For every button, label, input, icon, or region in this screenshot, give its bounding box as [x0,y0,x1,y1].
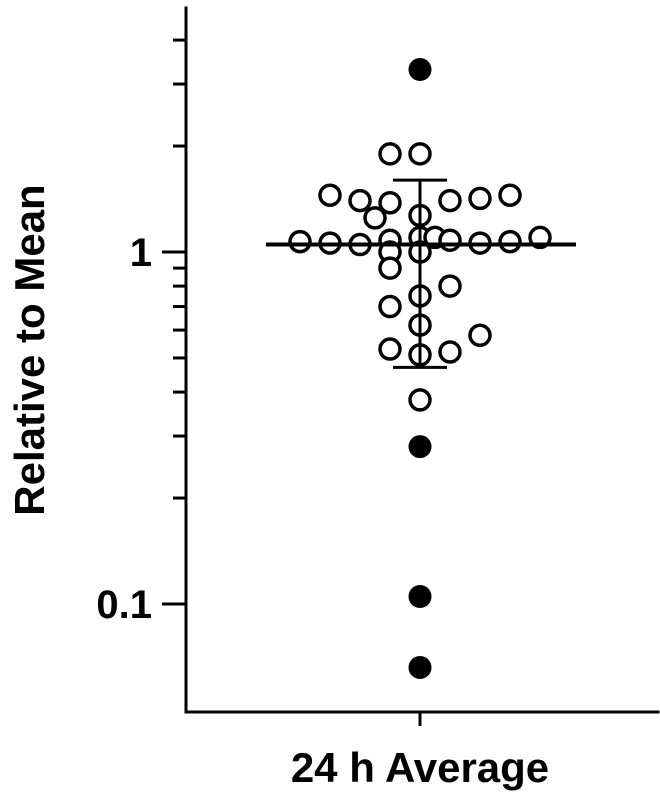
open-data-point [498,183,522,207]
filled-data-point [408,57,432,81]
open-data-point [408,142,432,166]
open-data-point [438,188,462,213]
open-data-point [438,340,462,364]
open-data-point [288,229,312,254]
filled-data-point [408,585,432,609]
filled-data-point [408,656,432,680]
open-data-point [318,183,342,207]
axes [184,6,660,726]
y-tick-label: 0.1 [96,583,152,627]
y-tick-label: 1 [130,231,152,275]
open-data-point [363,206,387,230]
open-data-point [468,186,492,211]
open-data-point [408,388,432,412]
open-data-point [378,191,402,215]
summary-statistics [266,178,576,369]
open-data-point [498,229,522,254]
x-axis-title: 24 h Average [291,744,549,791]
open-data-point [378,142,402,166]
open-data-point [378,337,402,361]
open-data-point [438,228,462,252]
open-data-point [378,256,402,280]
y-axis-tick-labels: 10.1 [96,231,152,627]
open-data-point [348,188,372,213]
open-data-point [378,294,402,319]
y-axis-title: Relative to Mean [6,184,53,515]
filled-data-point [408,435,432,459]
open-data-point [468,323,492,348]
open-data-point [438,274,462,298]
y-axis-ticks [162,38,186,606]
open-data-point [528,225,552,250]
